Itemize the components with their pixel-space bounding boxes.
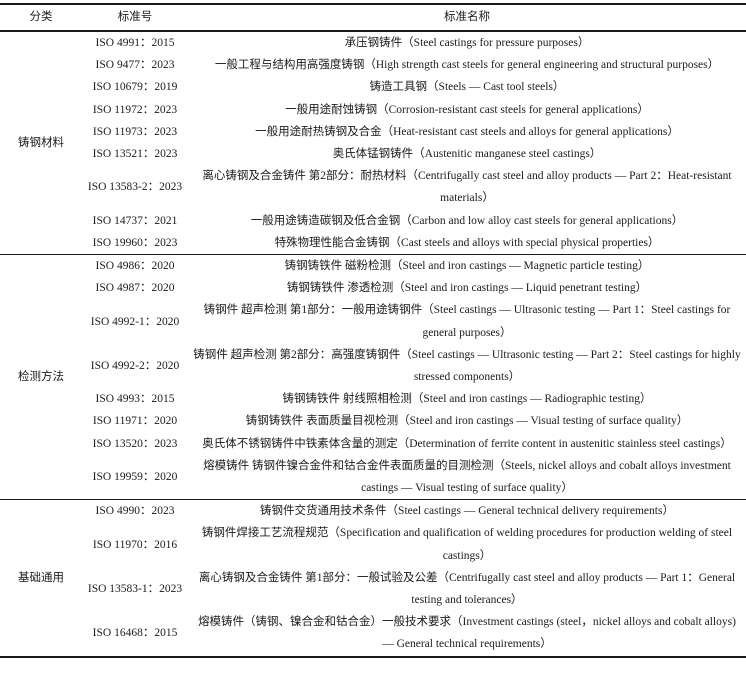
table-row: ISO 11973：2023 一般用途耐热铸钢及合金（Heat-resistan…: [82, 121, 746, 143]
standard-name: 铸钢铸铁件 射线照相检测（Steel and iron castings — R…: [282, 393, 652, 406]
table-row: ISO 11970：2016 铸钢件焊接工艺流程规范（Specification…: [82, 522, 746, 566]
standard-number: ISO 4993：2015: [95, 393, 175, 406]
standard-number: ISO 13583-1：2023: [87, 582, 183, 595]
standard-number: ISO 19960：2023: [92, 236, 178, 249]
section-basic-general: 基础通用 ISO 4990：2023 铸钢件交货通用技术条件（Steel cas…: [0, 499, 746, 655]
section-testing-methods: 检测方法 ISO 4986：2020 铸钢铸铁件 磁粉检测（Steel and …: [0, 254, 746, 499]
standard-name: 一般工程与结构用高强度铸钢（High strength cast steels …: [214, 59, 720, 72]
standard-number: ISO 11973：2023: [92, 125, 178, 138]
standard-number: ISO 14737：2021: [92, 214, 178, 227]
standard-name: 一般用途耐热铸钢及合金（Heat-resistant cast steels a…: [255, 125, 679, 138]
standard-number: ISO 10679：2019: [92, 81, 178, 94]
table-row: ISO 19960：2023 特殊物理性能合金铸钢（Cast steels an…: [82, 232, 746, 254]
standard-name: 熔模铸件（铸钢、镍合金和钴合金）一般技术要求（Investment castin…: [198, 616, 736, 651]
category-label: 基础通用: [18, 571, 64, 584]
table-row: ISO 16468：2015 熔模铸件（铸钢、镍合金和钴合金）一般技术要求（In…: [82, 611, 746, 655]
standard-name: 铸钢件 超声检测 第1部分：一般用途铸钢件（Steel castings — U…: [203, 304, 731, 339]
table-row: ISO 14737：2021 一般用途铸造碳钢及低合金钢（Carbon and …: [82, 210, 746, 232]
category-label: 检测方法: [18, 371, 64, 384]
standard-number: ISO 4991：2015: [95, 37, 175, 49]
standard-number: ISO 4986：2020: [95, 260, 175, 273]
standard-number: ISO 19959：2020: [92, 470, 178, 483]
standards-table: 分类 标准号 标准名称 铸钢材料 ISO 4991：2015 承压钢铸件（Ste…: [0, 3, 746, 658]
standard-number: ISO 4992-1：2020: [90, 315, 180, 328]
standard-number: ISO 9477：2023: [95, 59, 175, 72]
standard-number: ISO 13520：2023: [92, 437, 178, 450]
table-row: ISO 11972：2023 一般用途耐蚀铸钢（Corrosion-resist…: [82, 99, 746, 121]
table-row: ISO 4986：2020 铸钢铸铁件 磁粉检测（Steel and iron …: [82, 255, 746, 277]
standard-name: 铸钢铸铁件 磁粉检测（Steel and iron castings — Mag…: [284, 260, 650, 273]
standard-number: ISO 4992-2：2020: [90, 359, 180, 372]
table-row: ISO 13583-2：2023 离心铸钢及合金铸件 第2部分：耐热材料（Cen…: [82, 165, 746, 209]
table-row: ISO 4991：2015 承压钢铸件（Steel castings for p…: [82, 32, 746, 54]
standard-name: 铸钢件交货通用技术条件（Steel castings — General tec…: [260, 505, 674, 518]
standard-name: 特殊物理性能合金铸钢（Cast steels and alloys with s…: [274, 236, 660, 249]
standard-name: 承压钢铸件（Steel castings for pressure purpos…: [344, 37, 590, 49]
table-row: ISO 11971：2020 铸钢铸铁件 表面质量目视检测（Steel and …: [82, 410, 746, 432]
table-header: 分类 标准号 标准名称: [0, 5, 746, 32]
standard-name: 一般用途铸造碳钢及低合金钢（Carbon and low alloy cast …: [250, 214, 684, 227]
standard-number: ISO 13583-2：2023: [87, 181, 183, 194]
table-row: ISO 4990：2023 铸钢件交货通用技术条件（Steel castings…: [82, 500, 746, 522]
standard-number: ISO 4987：2020: [95, 282, 175, 295]
standard-name: 熔模铸件 铸钢件镍合金件和钴合金件表面质量的目测检测（Steels, nicke…: [203, 459, 731, 495]
table-row: ISO 4992-2：2020 铸钢件 超声检测 第2部分：高强度铸钢件（Ste…: [82, 344, 746, 388]
table-row: ISO 13520：2023 奥氏体不锈钢铸件中铁素体含量的测定（Determi…: [82, 433, 746, 455]
category-label: 铸钢材料: [18, 136, 64, 149]
standard-name: 奥氏体锰钢铸件（Austenitic manganese steel casti…: [332, 148, 602, 161]
table-row: ISO 4992-1：2020 铸钢件 超声检测 第1部分：一般用途铸钢件（St…: [82, 299, 746, 343]
header-name: 标准名称: [444, 11, 490, 24]
standard-name: 一般用途耐蚀铸钢（Corrosion-resistant cast steels…: [285, 103, 649, 116]
header-category: 分类: [29, 11, 53, 24]
table-row: ISO 10679：2019 铸造工具钢（Steels — Cast tool …: [82, 76, 746, 98]
table-row: ISO 4987：2020 铸钢铸铁件 渗透检测（Steel and iron …: [82, 277, 746, 299]
table-row: ISO 4993：2015 铸钢铸铁件 射线照相检测（Steel and iro…: [82, 388, 746, 410]
table-row: ISO 13521：2023 奥氏体锰钢铸件（Austenitic mangan…: [82, 143, 746, 165]
standard-name: 铸钢件焊接工艺流程规范（Specification and qualificat…: [201, 527, 733, 562]
section-cast-steel-materials: 铸钢材料 ISO 4991：2015 承压钢铸件（Steel castings …: [0, 32, 746, 254]
standard-number: ISO 16468：2015: [92, 627, 178, 640]
table-row: ISO 13583-1：2023 离心铸钢及合金铸件 第1部分：一般试验及公差（…: [82, 567, 746, 611]
standard-number: ISO 11971：2020: [92, 415, 178, 428]
standard-number: ISO 11972：2023: [92, 103, 178, 116]
standard-number: ISO 13521：2023: [92, 148, 178, 161]
standard-name: 离心铸钢及合金铸件 第2部分：耐热材料（Centrifugally cast s…: [202, 170, 732, 205]
table-row: ISO 19959：2020 熔模铸件 铸钢件镍合金件和钴合金件表面质量的目测检…: [82, 455, 746, 499]
standard-name: 奥氏体不锈钢铸件中铁素体含量的测定（Determination of ferri…: [202, 437, 732, 450]
standard-number: ISO 11970：2016: [92, 538, 178, 551]
standard-name: 离心铸钢及合金铸件 第1部分：一般试验及公差（Centrifugally cas…: [198, 571, 736, 607]
standard-name: 铸造工具钢（Steels — Cast tool steels）: [369, 81, 565, 94]
standard-name: 铸钢件 超声检测 第2部分：高强度铸钢件（Steel castings — Ul…: [193, 348, 741, 384]
standard-number: ISO 4990：2023: [95, 505, 175, 518]
standard-name: 铸钢铸铁件 渗透检测（Steel and iron castings — Liq…: [286, 282, 648, 295]
standard-name: 铸钢铸铁件 表面质量目视检测（Steel and iron castings —…: [245, 415, 689, 428]
table-row: ISO 9477：2023 一般工程与结构用高强度铸钢（High strengt…: [82, 54, 746, 76]
header-number: 标准号: [117, 11, 153, 24]
